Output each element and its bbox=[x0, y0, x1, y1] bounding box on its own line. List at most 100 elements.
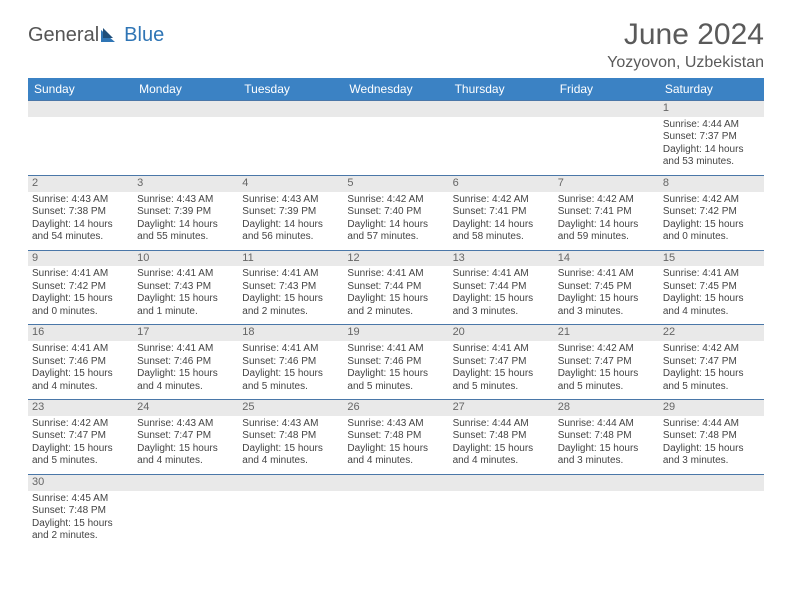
sunrise-text: Sunrise: 4:41 AM bbox=[453, 268, 550, 281]
day-details-cell: Sunrise: 4:43 AMSunset: 7:38 PMDaylight:… bbox=[28, 192, 133, 251]
day-details-cell bbox=[449, 491, 554, 549]
sunset-text: Sunset: 7:48 PM bbox=[347, 430, 444, 443]
sunset-text: Sunset: 7:43 PM bbox=[137, 281, 234, 294]
daylight-text: Daylight: 15 hours bbox=[453, 293, 550, 306]
daylight-text: Daylight: 15 hours bbox=[32, 443, 129, 456]
day-details-cell bbox=[343, 117, 448, 176]
sunrise-text: Sunrise: 4:41 AM bbox=[32, 343, 129, 356]
sunrise-text: Sunrise: 4:42 AM bbox=[663, 343, 760, 356]
brand-part2: Blue bbox=[124, 24, 164, 47]
sunset-text: Sunset: 7:40 PM bbox=[347, 206, 444, 219]
calendar-table: Sunday Monday Tuesday Wednesday Thursday… bbox=[28, 78, 764, 549]
day-number-cell: 16 bbox=[28, 325, 133, 341]
sunset-text: Sunset: 7:47 PM bbox=[663, 356, 760, 369]
day-details-cell bbox=[554, 491, 659, 549]
weekday-header: Thursday bbox=[449, 78, 554, 101]
sunset-text: Sunset: 7:45 PM bbox=[663, 281, 760, 294]
daylight-text: Daylight: 15 hours bbox=[347, 443, 444, 456]
sunset-text: Sunset: 7:48 PM bbox=[32, 505, 129, 518]
weekday-header: Tuesday bbox=[238, 78, 343, 101]
daylight-text: Daylight: 15 hours bbox=[663, 368, 760, 381]
day-details-cell: Sunrise: 4:44 AMSunset: 7:48 PMDaylight:… bbox=[659, 416, 764, 475]
day-details-cell: Sunrise: 4:41 AMSunset: 7:46 PMDaylight:… bbox=[343, 341, 448, 400]
daylight-text: Daylight: 15 hours bbox=[347, 293, 444, 306]
day-details-cell: Sunrise: 4:41 AMSunset: 7:45 PMDaylight:… bbox=[659, 266, 764, 325]
daynum-row: 1 bbox=[28, 101, 764, 117]
sunrise-text: Sunrise: 4:44 AM bbox=[663, 418, 760, 431]
daylight-text: and 2 minutes. bbox=[32, 530, 129, 543]
day-details-cell: Sunrise: 4:45 AMSunset: 7:48 PMDaylight:… bbox=[28, 491, 133, 549]
day-number-cell: 13 bbox=[449, 250, 554, 266]
day-details-cell bbox=[238, 117, 343, 176]
sunrise-text: Sunrise: 4:43 AM bbox=[347, 418, 444, 431]
sunset-text: Sunset: 7:44 PM bbox=[453, 281, 550, 294]
day-number-cell: 14 bbox=[554, 250, 659, 266]
daynum-row: 23242526272829 bbox=[28, 400, 764, 416]
weekday-header: Wednesday bbox=[343, 78, 448, 101]
sunrise-text: Sunrise: 4:41 AM bbox=[453, 343, 550, 356]
day-number-cell: 18 bbox=[238, 325, 343, 341]
sunrise-text: Sunrise: 4:44 AM bbox=[453, 418, 550, 431]
location: Yozyovon, Uzbekistan bbox=[607, 54, 764, 72]
day-number-cell: 3 bbox=[133, 175, 238, 191]
daylight-text: Daylight: 15 hours bbox=[663, 443, 760, 456]
sunset-text: Sunset: 7:47 PM bbox=[137, 430, 234, 443]
sunset-text: Sunset: 7:46 PM bbox=[242, 356, 339, 369]
day-number-cell bbox=[133, 474, 238, 490]
day-details-cell bbox=[659, 491, 764, 549]
daylight-text: Daylight: 15 hours bbox=[242, 443, 339, 456]
day-details-cell: Sunrise: 4:43 AMSunset: 7:48 PMDaylight:… bbox=[343, 416, 448, 475]
daylight-text: and 5 minutes. bbox=[347, 381, 444, 394]
sunrise-text: Sunrise: 4:42 AM bbox=[32, 418, 129, 431]
daylight-text: Daylight: 15 hours bbox=[242, 293, 339, 306]
daylight-text: and 4 minutes. bbox=[663, 306, 760, 319]
daynum-row: 9101112131415 bbox=[28, 250, 764, 266]
day-number-cell: 20 bbox=[449, 325, 554, 341]
details-row: Sunrise: 4:44 AMSunset: 7:37 PMDaylight:… bbox=[28, 117, 764, 176]
daylight-text: and 2 minutes. bbox=[347, 306, 444, 319]
day-details-cell: Sunrise: 4:41 AMSunset: 7:46 PMDaylight:… bbox=[133, 341, 238, 400]
sunset-text: Sunset: 7:45 PM bbox=[558, 281, 655, 294]
day-details-cell: Sunrise: 4:43 AMSunset: 7:47 PMDaylight:… bbox=[133, 416, 238, 475]
day-number-cell: 6 bbox=[449, 175, 554, 191]
daylight-text: and 59 minutes. bbox=[558, 231, 655, 244]
day-details-cell: Sunrise: 4:41 AMSunset: 7:47 PMDaylight:… bbox=[449, 341, 554, 400]
daylight-text: and 4 minutes. bbox=[242, 455, 339, 468]
day-details-cell: Sunrise: 4:44 AMSunset: 7:48 PMDaylight:… bbox=[449, 416, 554, 475]
day-number-cell bbox=[28, 101, 133, 117]
header: General Blue June 2024 Yozyovon, Uzbekis… bbox=[28, 18, 764, 72]
daylight-text: and 3 minutes. bbox=[558, 455, 655, 468]
sunrise-text: Sunrise: 4:41 AM bbox=[663, 268, 760, 281]
day-details-cell: Sunrise: 4:41 AMSunset: 7:46 PMDaylight:… bbox=[28, 341, 133, 400]
month-title: June 2024 bbox=[607, 18, 764, 52]
sunset-text: Sunset: 7:44 PM bbox=[347, 281, 444, 294]
sunrise-text: Sunrise: 4:41 AM bbox=[347, 343, 444, 356]
sunrise-text: Sunrise: 4:42 AM bbox=[558, 194, 655, 207]
sunrise-text: Sunrise: 4:44 AM bbox=[663, 119, 760, 132]
daylight-text: Daylight: 15 hours bbox=[558, 293, 655, 306]
day-number-cell bbox=[343, 474, 448, 490]
daylight-text: Daylight: 15 hours bbox=[32, 293, 129, 306]
sunset-text: Sunset: 7:48 PM bbox=[453, 430, 550, 443]
day-details-cell bbox=[28, 117, 133, 176]
daylight-text: Daylight: 14 hours bbox=[32, 219, 129, 232]
daylight-text: and 5 minutes. bbox=[32, 455, 129, 468]
daylight-text: and 3 minutes. bbox=[663, 455, 760, 468]
sunrise-text: Sunrise: 4:42 AM bbox=[558, 343, 655, 356]
sunset-text: Sunset: 7:48 PM bbox=[242, 430, 339, 443]
daylight-text: and 2 minutes. bbox=[242, 306, 339, 319]
day-number-cell bbox=[238, 101, 343, 117]
day-details-cell: Sunrise: 4:41 AMSunset: 7:43 PMDaylight:… bbox=[238, 266, 343, 325]
day-details-cell: Sunrise: 4:43 AMSunset: 7:39 PMDaylight:… bbox=[133, 192, 238, 251]
sunrise-text: Sunrise: 4:43 AM bbox=[137, 418, 234, 431]
daylight-text: and 5 minutes. bbox=[453, 381, 550, 394]
day-number-cell bbox=[449, 101, 554, 117]
day-number-cell: 29 bbox=[659, 400, 764, 416]
daylight-text: Daylight: 15 hours bbox=[137, 293, 234, 306]
flag-icon bbox=[101, 28, 123, 44]
day-number-cell: 24 bbox=[133, 400, 238, 416]
sunset-text: Sunset: 7:46 PM bbox=[32, 356, 129, 369]
sunrise-text: Sunrise: 4:45 AM bbox=[32, 493, 129, 506]
sunset-text: Sunset: 7:39 PM bbox=[137, 206, 234, 219]
daylight-text: and 4 minutes. bbox=[32, 381, 129, 394]
